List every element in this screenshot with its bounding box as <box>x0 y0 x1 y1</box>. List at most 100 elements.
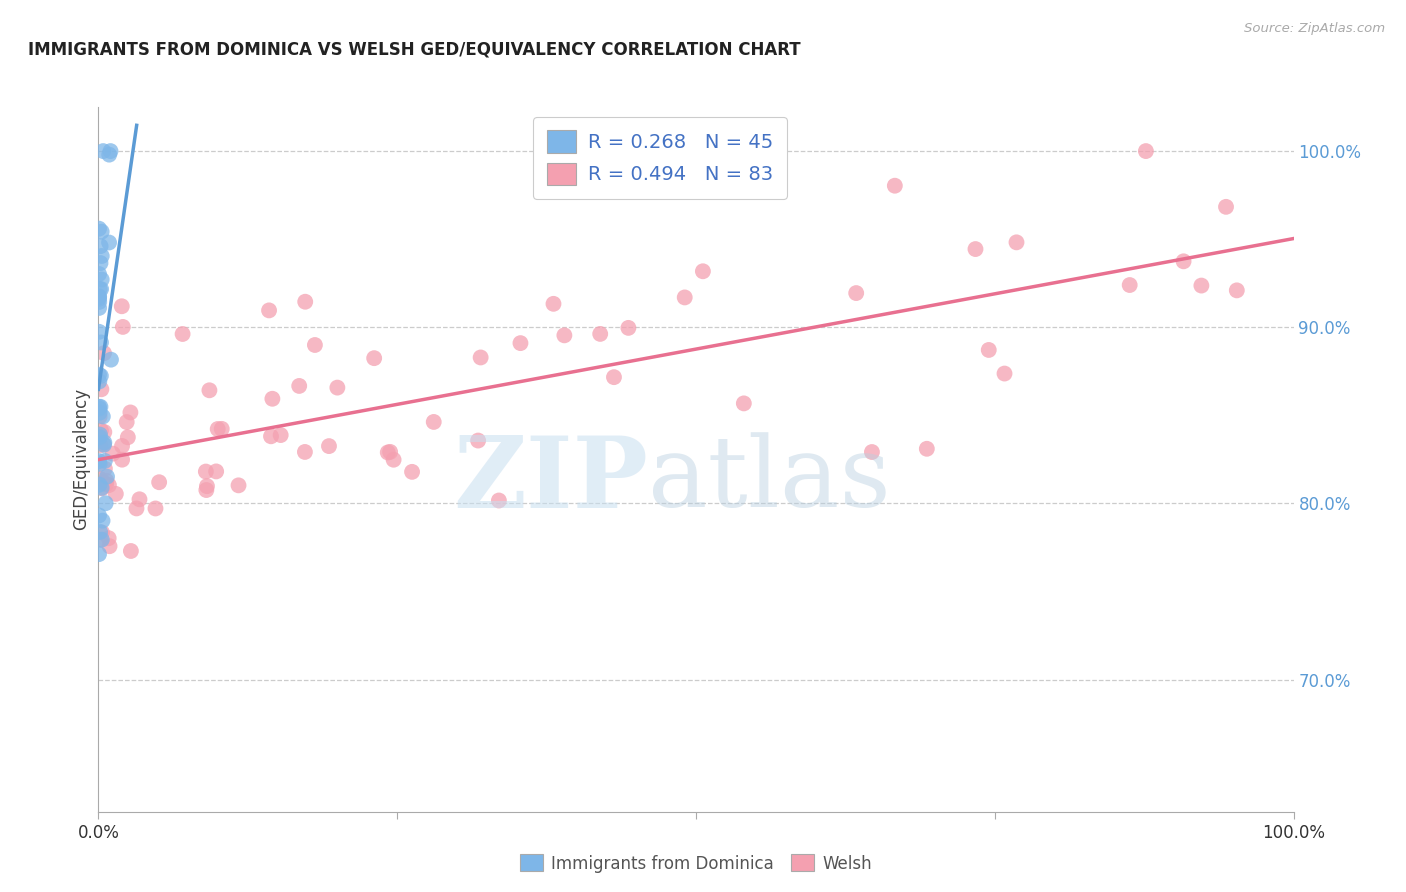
Point <box>883 178 905 193</box>
Point <box>401 465 423 479</box>
Point <box>90 249 112 263</box>
Point <box>98 235 121 250</box>
Point <box>87 289 110 303</box>
Point <box>87 368 110 382</box>
Point <box>1135 144 1157 158</box>
Legend: Immigrants from Dominica, Welsh: Immigrants from Dominica, Welsh <box>512 847 880 881</box>
Point <box>91 475 114 490</box>
Point <box>90 335 112 350</box>
Point <box>97 531 120 545</box>
Point <box>96 469 118 483</box>
Point <box>87 454 110 468</box>
Point <box>422 415 444 429</box>
Point <box>90 533 112 547</box>
Point <box>195 479 218 493</box>
Point <box>257 303 280 318</box>
Point <box>195 483 218 497</box>
Point <box>172 326 194 341</box>
Point <box>100 352 122 367</box>
Point <box>90 225 112 239</box>
Point <box>87 401 110 416</box>
Point <box>673 290 696 304</box>
Point <box>965 242 987 256</box>
Point <box>977 343 1000 357</box>
Point <box>94 454 117 468</box>
Point <box>91 409 114 424</box>
Point <box>94 496 117 510</box>
Point <box>1226 284 1249 298</box>
Point <box>378 445 401 459</box>
Point <box>89 409 111 424</box>
Point <box>211 422 233 436</box>
Point <box>87 547 110 561</box>
Point <box>97 478 120 492</box>
Point <box>198 384 221 398</box>
Point <box>603 370 626 384</box>
Point <box>488 493 510 508</box>
Point <box>87 301 110 315</box>
Point <box>382 452 405 467</box>
Point <box>125 501 148 516</box>
Point <box>89 472 111 486</box>
Point <box>100 144 122 158</box>
Point <box>89 430 111 444</box>
Point <box>89 295 111 310</box>
Point <box>91 481 114 495</box>
Point <box>90 368 112 383</box>
Point <box>89 406 111 420</box>
Point <box>89 290 111 304</box>
Point <box>553 328 575 343</box>
Point <box>87 292 110 306</box>
Point <box>90 382 112 396</box>
Point <box>228 478 250 492</box>
Point <box>1215 200 1237 214</box>
Point <box>89 256 111 270</box>
Point <box>260 429 283 443</box>
Point <box>104 487 127 501</box>
Point <box>89 524 111 539</box>
Point <box>87 400 110 414</box>
Text: atlas: atlas <box>648 433 891 528</box>
Point <box>692 264 714 278</box>
Point <box>993 367 1015 381</box>
Point <box>91 514 114 528</box>
Point <box>89 400 111 414</box>
Point <box>543 297 565 311</box>
Point <box>89 325 111 339</box>
Point <box>205 464 228 478</box>
Point <box>87 221 110 235</box>
Point <box>270 428 292 442</box>
Point <box>617 321 640 335</box>
Text: ZIP: ZIP <box>453 432 648 529</box>
Point <box>93 435 115 450</box>
Y-axis label: GED/Equivalency: GED/Equivalency <box>72 388 90 531</box>
Point <box>733 396 755 410</box>
Point <box>89 438 111 452</box>
Point <box>89 477 111 491</box>
Point <box>89 375 111 389</box>
Point <box>111 319 134 334</box>
Point <box>860 445 883 459</box>
Point <box>326 381 349 395</box>
Point <box>94 461 117 475</box>
Text: IMMIGRANTS FROM DOMINICA VS WELSH GED/EQUIVALENCY CORRELATION CHART: IMMIGRANTS FROM DOMINICA VS WELSH GED/EQ… <box>28 40 801 58</box>
Point <box>120 405 142 419</box>
Point <box>93 425 115 439</box>
Point <box>93 438 115 452</box>
Point <box>93 346 115 360</box>
Point <box>845 286 868 301</box>
Point <box>1118 278 1140 293</box>
Point <box>87 508 110 523</box>
Point <box>128 492 150 507</box>
Point <box>98 147 121 161</box>
Point <box>89 282 111 296</box>
Point <box>120 544 142 558</box>
Point <box>470 351 492 365</box>
Point <box>91 144 114 158</box>
Point <box>90 424 112 438</box>
Point <box>377 445 399 459</box>
Point <box>148 475 170 490</box>
Point <box>1005 235 1028 250</box>
Point <box>589 326 612 341</box>
Point <box>87 267 110 281</box>
